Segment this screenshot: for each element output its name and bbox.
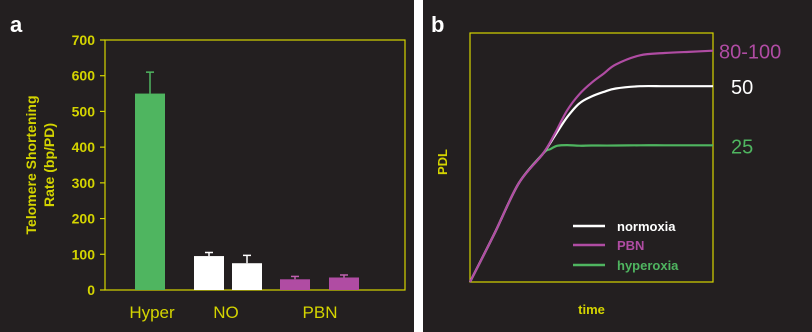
y-tick-label: 600	[72, 68, 96, 84]
x-axis-label: time	[578, 302, 605, 317]
y-axis-label: Telomere Shortening Rate (bp/PD)	[23, 96, 57, 235]
end-label-hyperoxia: 25	[731, 136, 753, 158]
y-tick-label: 500	[72, 103, 96, 119]
y-tick-label: 0	[87, 282, 95, 298]
bar-no	[194, 256, 224, 290]
bar-no	[232, 263, 262, 290]
x-group-label: NO	[213, 303, 239, 322]
series-line-pbn	[469, 49, 714, 283]
x-group-label: Hyper	[129, 303, 175, 322]
end-label-pbn: 80-100	[719, 42, 781, 64]
end-label-normoxia: 50	[731, 77, 753, 99]
panel-b: b PDL time 50 80-100 25 normoxia PBN hyperoxia	[423, 0, 812, 332]
plot-frame	[469, 32, 714, 283]
legend-label-pbn: PBN	[617, 238, 644, 253]
y-axis-label-line: Rate (bp/PD)	[41, 123, 57, 207]
legend-label-hyperoxia: hyperoxia	[617, 258, 679, 273]
x-group-label: PBN	[303, 303, 338, 322]
bar-chart: 0 100 200 300 400 500 600 700 Telomere Shortenin…	[23, 32, 406, 322]
bar-hyper	[135, 93, 165, 290]
bar-pbn	[280, 279, 310, 290]
y-axis-label: PDL	[435, 149, 450, 175]
y-tick-label: 300	[72, 175, 96, 191]
bar-pbn	[329, 277, 359, 290]
y-tick-label: 100	[72, 246, 96, 262]
series-line-normoxia	[469, 84, 713, 283]
y-tick-label: 700	[72, 32, 96, 48]
line-chart: PDL time 50 80-100 25 normoxia PBN hyperoxia	[435, 32, 781, 317]
y-tick-label: 200	[72, 211, 96, 227]
panel-b-letter: b	[431, 12, 445, 37]
y-axis-label-line: Telomere Shortening	[23, 96, 39, 235]
y-tick-label: 400	[72, 139, 96, 155]
legend-label-normoxia: normoxia	[617, 219, 676, 234]
panel-a-letter: a	[10, 12, 23, 37]
panel-a: a 0 100 200 300 400 500 600 700 Telomere Shorten…	[0, 0, 414, 332]
